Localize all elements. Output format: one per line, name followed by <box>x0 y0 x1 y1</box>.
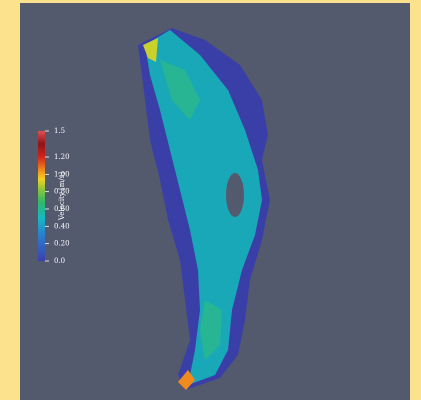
tick-label: 1.5 <box>54 127 65 135</box>
colorbar <box>38 131 45 261</box>
screenshot: Velocity [m/s] 1.5 1.20 1.00 0.80 0.60 0.40 0.… <box>0 0 421 400</box>
tick-label: 0.60 <box>54 205 70 213</box>
tick-label: 0.40 <box>54 222 70 230</box>
tick-label: 0.0 <box>54 257 65 265</box>
tick-label: 1.20 <box>54 153 70 161</box>
colorbar-title: Velocity [m/s] <box>58 172 66 221</box>
tick-label: 0.80 <box>54 188 70 196</box>
tick-label: 1.00 <box>54 170 70 178</box>
tick-label: 0.20 <box>54 240 70 248</box>
